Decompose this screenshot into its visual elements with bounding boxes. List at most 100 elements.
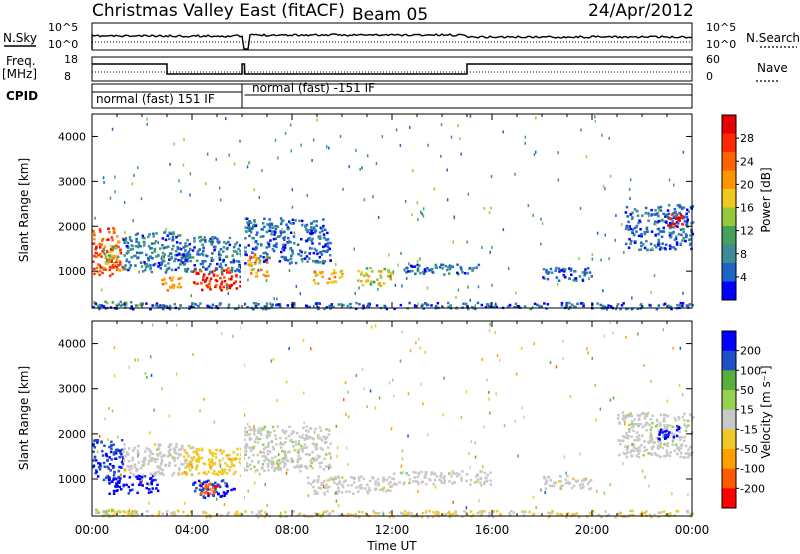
power-echo-cell: [101, 239, 104, 242]
power-echo-cell: [134, 254, 137, 257]
velocity-echo-cell: [108, 482, 111, 485]
power-echo-cell: [254, 304, 258, 308]
velocity-echo-cell: [157, 444, 161, 448]
power-echo-cell: [270, 233, 273, 236]
velocity-echo-cell: [293, 465, 296, 469]
power-echo-cell: [108, 254, 111, 257]
power-echo-cell: [251, 247, 255, 251]
velocity-echo-cell: [219, 514, 223, 517]
velocity-echo-cell: [226, 464, 229, 468]
power-echo-cell: [565, 302, 568, 305]
velocity-scatter-cell: [148, 501, 150, 505]
power-echo-cell: [194, 282, 197, 285]
velocity-echo-cell: [323, 441, 327, 445]
velocity-echo-cell: [152, 472, 156, 476]
power-echo-cell: [322, 249, 325, 253]
power-echo-cell: [111, 272, 114, 276]
power-echo-cell: [184, 269, 187, 273]
velocity-echo-cell: [235, 510, 239, 513]
velocity-echo-cell: [259, 429, 263, 432]
velocity-echo-cell: [242, 430, 246, 433]
power-echo-cell: [323, 307, 326, 311]
velocity-echo-cell: [592, 510, 595, 513]
power-echo-cell: [660, 235, 664, 239]
velocity-echo-cell: [682, 456, 685, 459]
velocity-echo-cell: [366, 490, 369, 493]
velocity-echo-cell: [243, 453, 246, 456]
velocity-echo-cell: [648, 441, 651, 445]
power-echo-cell: [366, 279, 370, 282]
power-echo-cell: [237, 247, 240, 251]
power-echo-cell: [163, 278, 166, 281]
velocity-echo-cell: [395, 483, 398, 486]
velocity-echo-cell: [496, 510, 499, 513]
velocity-echo-cell: [184, 460, 187, 464]
velocity-echo-cell: [654, 425, 658, 428]
velocity-echo-cell: [320, 438, 324, 442]
velocity-echo-cell: [442, 477, 445, 480]
power-echo-cell: [546, 277, 550, 281]
power-echo-cell: [622, 302, 625, 305]
power-echo-cell: [218, 302, 222, 305]
velocity-echo-cell: [625, 456, 629, 459]
power-echo-cell: [659, 209, 663, 212]
velocity-colorbar-tick-label: 15: [740, 404, 754, 417]
velocity-echo-cell: [677, 449, 681, 452]
power-echo-cell: [148, 233, 151, 236]
velocity-echo-cell: [202, 496, 206, 499]
velocity-echo-cell: [337, 482, 341, 485]
velocity-echo-cell: [226, 490, 229, 493]
power-scatter-cell: [273, 297, 275, 301]
velocity-echo-cell: [108, 476, 111, 479]
power-echo-cell: [237, 268, 240, 272]
power-echo-cell: [676, 217, 679, 220]
power-echo-cell: [322, 224, 325, 228]
velocity-scatter-cell: [666, 399, 669, 403]
power-scatter-cell: [124, 230, 126, 234]
power-colorbar-segment: [722, 263, 736, 282]
power-echo-cell: [370, 280, 373, 284]
velocity-echo-cell: [635, 454, 638, 458]
power-echo-cell: [250, 268, 253, 272]
nsky-label: N.Sky: [3, 31, 37, 45]
velocity-echo-cell: [157, 470, 160, 474]
power-echo-cell: [125, 252, 129, 255]
velocity-echo-cell: [639, 512, 643, 515]
velocity-echo-cell: [675, 424, 679, 428]
power-echo-cell: [311, 231, 314, 235]
velocity-echo-cell: [442, 513, 445, 517]
power-echo-cell: [124, 239, 127, 242]
velocity-echo-cell: [201, 448, 204, 452]
power-echo-cell: [255, 271, 258, 275]
velocity-echo-cell: [676, 447, 679, 450]
velocity-echo-cell: [157, 513, 161, 516]
velocity-echo-cell: [176, 509, 180, 513]
power-scatter-cell: [377, 215, 380, 219]
velocity-echo-cell: [544, 482, 547, 486]
velocity-echo-cell: [628, 423, 631, 427]
power-echo-cell: [291, 218, 295, 222]
power-echo-cell: [447, 266, 450, 269]
power-echo-cell: [266, 253, 269, 256]
power-scatter-cell: [348, 165, 350, 169]
velocity-echo-cell: [492, 515, 495, 519]
velocity-echo-cell: [141, 460, 145, 463]
velocity-echo-cell: [650, 426, 654, 429]
power-echo-cell: [206, 254, 209, 258]
power-echo-cell: [672, 215, 676, 218]
power-scatter-cell: [399, 144, 402, 147]
power-echo-cell: [282, 255, 285, 259]
velocity-echo-cell: [650, 453, 654, 456]
power-echo-cell: [333, 275, 337, 279]
velocity-scatter-cell: [514, 419, 517, 423]
power-echo-cell: [638, 248, 641, 251]
velocity-echo-cell: [270, 460, 273, 464]
velocity-echo-cell: [108, 456, 111, 459]
power-echo-cell: [495, 305, 498, 309]
velocity-echo-cell: [543, 477, 546, 480]
velocity-echo-cell: [249, 467, 252, 471]
power-echo-cell: [248, 220, 251, 223]
power-echo-cell: [244, 262, 247, 265]
velocity-echo-cell: [676, 510, 680, 513]
velocity-echo-cell: [666, 435, 669, 439]
